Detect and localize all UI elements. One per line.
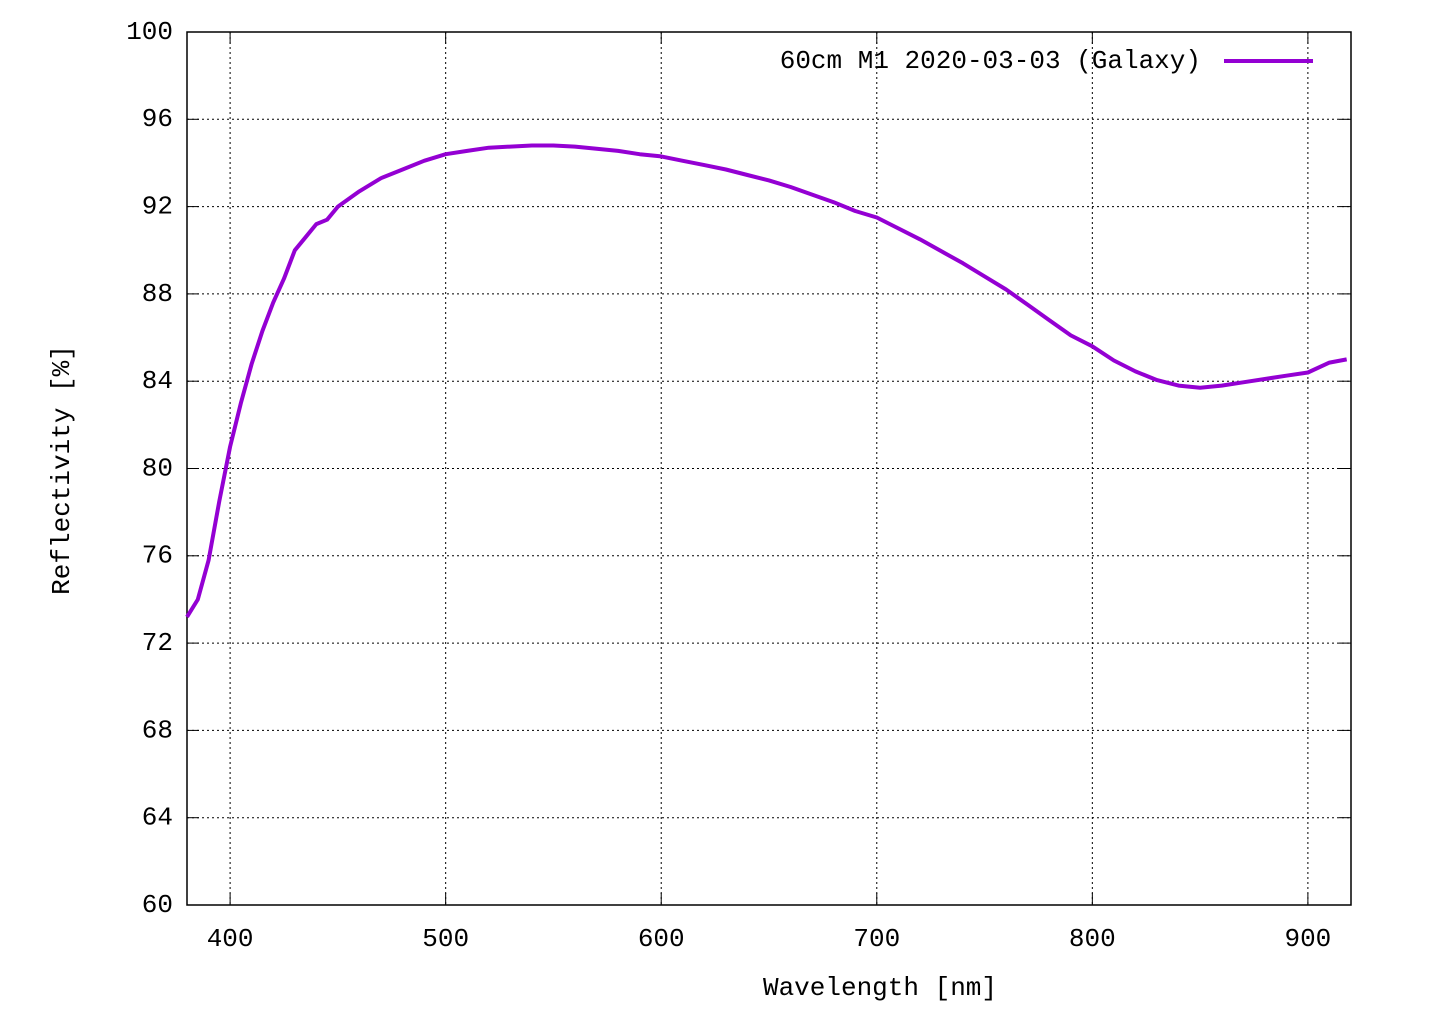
- y-tick-label: 84: [142, 366, 173, 396]
- y-tick-label: 76: [142, 541, 173, 571]
- x-tick-label: 800: [1069, 924, 1116, 954]
- legend-label: 60cm M1 2020-03-03 (Galaxy): [780, 46, 1201, 76]
- y-tick-label: 72: [142, 628, 173, 658]
- data-line: [185, 143, 1348, 618]
- x-tick-label: 600: [638, 924, 685, 954]
- y-tick-label: 96: [142, 104, 173, 134]
- x-axis-label: Wavelength [nm]: [763, 973, 997, 1003]
- plot-frame: [186, 31, 1352, 906]
- y-tick-label: 68: [142, 715, 173, 745]
- x-tick-label: 500: [422, 924, 469, 954]
- y-tick-label: 60: [142, 890, 173, 920]
- y-tick-label: 88: [142, 279, 173, 309]
- x-tick-label: 900: [1284, 924, 1331, 954]
- y-tick-label: 92: [142, 191, 173, 221]
- y-axis-label: Reflectivity [%]: [47, 345, 77, 595]
- y-tick-label: 80: [142, 453, 173, 483]
- y-tick-label: 100: [126, 17, 173, 47]
- y-tick-label: 64: [142, 803, 173, 833]
- x-tick-label: 400: [207, 924, 254, 954]
- x-tick-label: 700: [853, 924, 900, 954]
